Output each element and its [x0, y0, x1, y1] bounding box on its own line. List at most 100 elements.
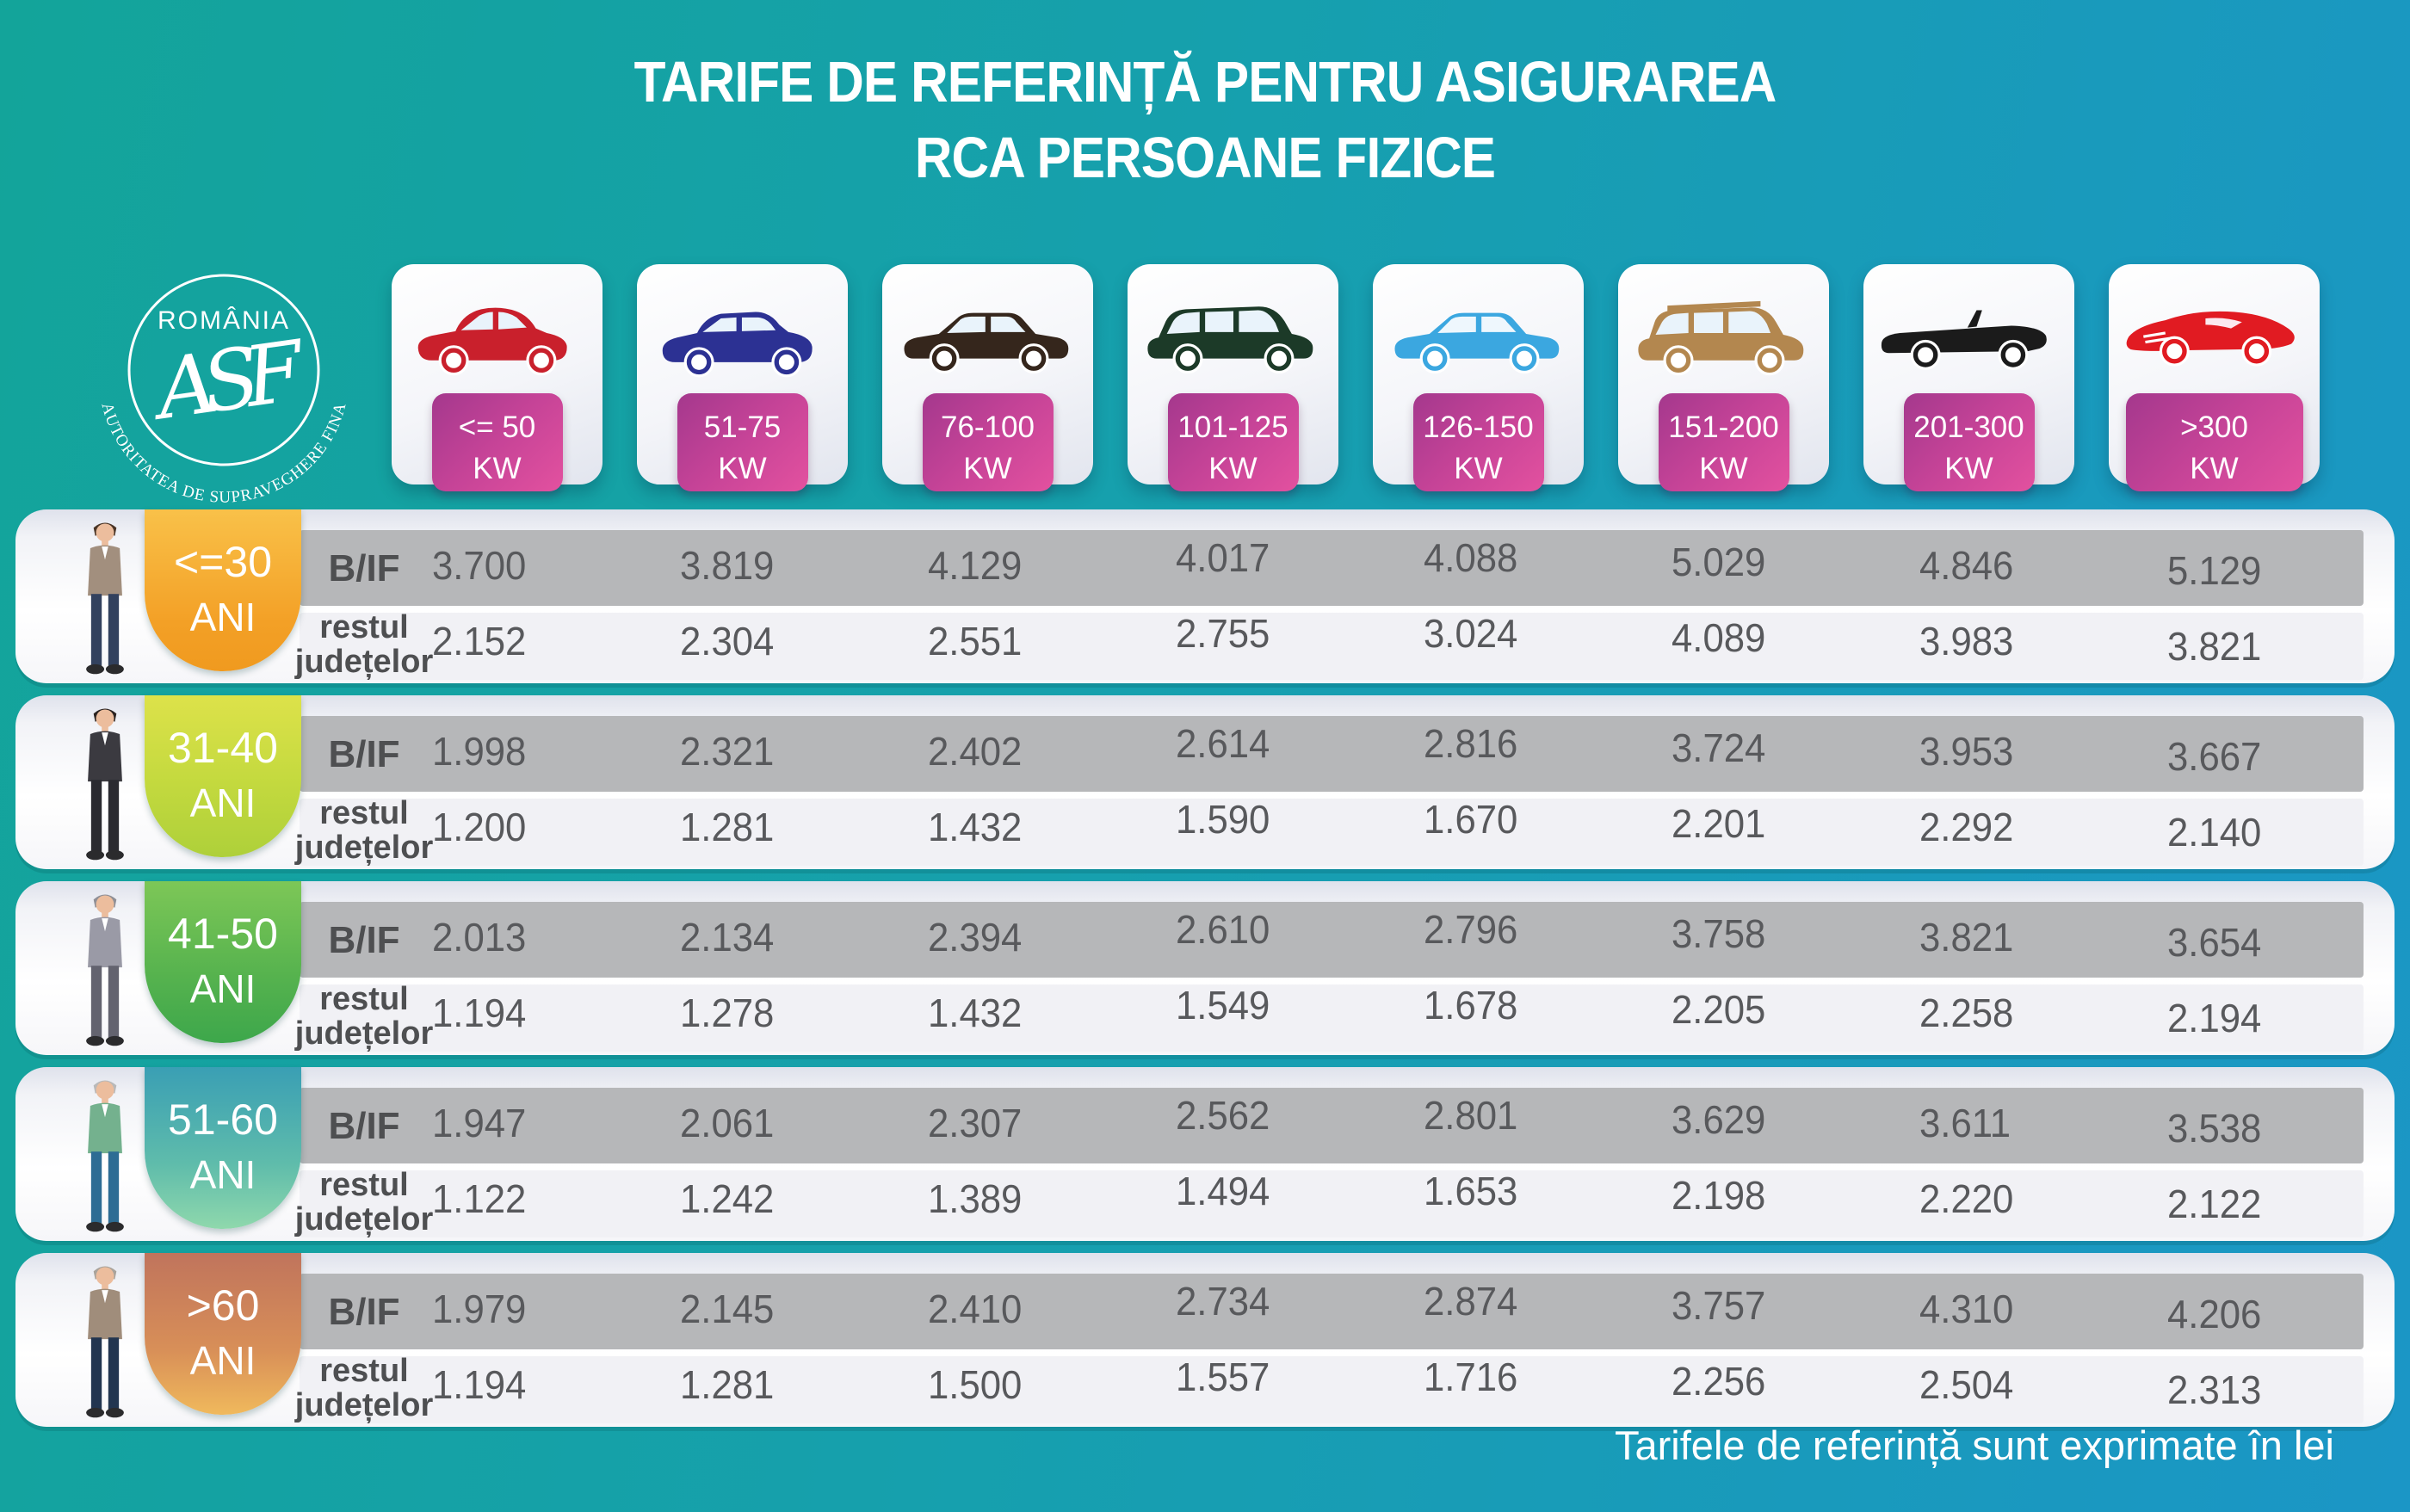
tariff-value: 2.220 [1919, 1176, 2014, 1221]
crossover-car-icon [662, 312, 813, 378]
kw-range: <= 50 [458, 410, 536, 444]
kw-unit: KW [473, 452, 522, 486]
tariff-value: 1.194 [432, 1362, 527, 1407]
bif-label: B/IF [328, 547, 400, 589]
power-category-card: >300 KW [2109, 264, 2320, 491]
tariff-value: 3.953 [1919, 729, 2014, 774]
kw-range: >300 [2180, 410, 2248, 444]
tariff-value: 2.394 [928, 915, 1023, 960]
bif-band [300, 530, 2364, 606]
kw-range-badge: 76-100 KW [922, 393, 1054, 491]
kw-range-badge: 101-125 KW [1167, 393, 1299, 491]
kw-unit: KW [718, 452, 767, 486]
logo-country: ROMÂNIA [158, 306, 290, 335]
kw-unit: KW [1699, 452, 1748, 486]
page-title-line1: TARIFE DE REFERINȚĂ PENTRU ASIGURAREA [633, 50, 1777, 114]
tariff-value: 1.590 [1176, 797, 1270, 842]
tariff-value: 2.410 [928, 1287, 1023, 1331]
tariff-value: 4.017 [1176, 535, 1270, 580]
tariff-value: 4.089 [1672, 615, 1766, 660]
tariff-value: 2.816 [1424, 721, 1518, 766]
tariff-value: 3.983 [1919, 619, 2014, 663]
power-category-card: 201-300 KW [1863, 264, 2074, 491]
kw-range: 201-300 [1913, 410, 2024, 444]
tariff-value: 1.998 [432, 729, 527, 774]
bif-band [300, 716, 2364, 792]
tariff-value: 1.122 [432, 1176, 527, 1221]
tariff-value: 2.205 [1672, 987, 1766, 1032]
logo-monogram: ASF [144, 322, 312, 439]
tariff-value: 2.610 [1176, 907, 1270, 952]
tariff-value: 1.242 [680, 1176, 775, 1221]
convertible-car-icon [1881, 310, 2047, 370]
tariff-value: 2.734 [1176, 1279, 1270, 1324]
tariff-value: 2.134 [680, 915, 775, 960]
tariff-value: 1.549 [1176, 983, 1270, 1028]
age-row: 51-60 ANI B/IF restul județelor 1.947 2.… [15, 1067, 2395, 1241]
rest-label: restul județelor [294, 609, 434, 680]
tariff-value: 2.152 [432, 619, 527, 663]
rest-label: restul județelor [294, 981, 434, 1052]
minivan-car-icon [1146, 306, 1313, 374]
page-title: TARIFE DE REFERINȚĂ PENTRU ASIGURAREA RC… [120, 45, 2290, 197]
kw-unit: KW [963, 452, 1012, 486]
sedan-car-icon [1393, 312, 1559, 374]
currency-note: Tarifele de referință sunt exprimate în … [1615, 1423, 2334, 1468]
rest-label: restul județelor [294, 1167, 434, 1237]
kw-unit: KW [1208, 452, 1258, 486]
age-row: >60 ANI B/IF restul județelor 1.979 2.14… [15, 1253, 2395, 1427]
tariff-value: 1.716 [1424, 1355, 1518, 1399]
kw-range: 126-150 [1423, 410, 1534, 444]
bif-label: B/IF [328, 1105, 400, 1147]
age-row: <=30 ANI B/IF restul județelor 3.700 3.8… [15, 509, 2395, 683]
person-illustration [86, 894, 124, 1046]
age-badge: >60 ANI [145, 1253, 301, 1415]
rest-label: restul județelor [294, 1353, 434, 1423]
tariff-value: 1.494 [1176, 1169, 1270, 1213]
age-range: 41-50 [168, 910, 278, 958]
tariff-value: 2.755 [1176, 611, 1270, 656]
bif-label: B/IF [328, 733, 400, 775]
person-illustration [86, 1080, 124, 1232]
kw-range-badge: 201-300 KW [1903, 393, 2035, 491]
asf-logo: ROMÂNIA ASF AUTORITATEA DE SUPRAVEGHERE … [79, 274, 349, 504]
kw-unit: KW [1454, 452, 1503, 486]
age-badge: <=30 ANI [145, 509, 301, 671]
age-row: 31-40 ANI B/IF restul județelor 1.998 2.… [15, 695, 2395, 869]
tariff-value: 4.129 [928, 543, 1023, 588]
tariff-value: 2.801 [1424, 1093, 1518, 1138]
tariff-value: 1.653 [1424, 1169, 1518, 1213]
bif-label: B/IF [328, 919, 400, 961]
bif-band [300, 1274, 2364, 1349]
hatchback-car-icon [417, 307, 567, 376]
tariff-value: 3.821 [1919, 915, 2014, 960]
tariff-value: 2.402 [928, 729, 1023, 774]
tariff-value: 2.551 [928, 619, 1023, 663]
age-unit: ANI [189, 1152, 256, 1197]
rest-band [300, 799, 2364, 866]
tariff-value: 4.088 [1424, 535, 1518, 580]
kw-range: 51-75 [703, 410, 782, 444]
rest-band [300, 613, 2364, 680]
tariff-value: 4.206 [2167, 1292, 2262, 1336]
tariff-value: 1.200 [432, 805, 527, 849]
age-range: 31-40 [168, 724, 278, 772]
power-category-card: 126-150 KW [1373, 264, 1584, 491]
sports-car-icon [2126, 311, 2295, 367]
tariff-value: 3.024 [1424, 611, 1518, 656]
sedan-car-icon [903, 312, 1068, 374]
person-illustration [86, 1266, 124, 1418]
bif-band [300, 1088, 2364, 1163]
tariff-value: 1.432 [928, 991, 1023, 1035]
tariff-value: 1.281 [680, 1362, 775, 1407]
tariff-value: 1.670 [1424, 797, 1518, 842]
age-badge: 41-50 ANI [145, 881, 301, 1043]
age-unit: ANI [189, 781, 256, 825]
tariff-value: 3.629 [1672, 1097, 1766, 1142]
person-illustration [86, 522, 124, 675]
tariff-value: 2.313 [2167, 1367, 2262, 1412]
power-category-card: 101-125 KW [1128, 264, 1338, 491]
kw-range: 76-100 [941, 410, 1035, 444]
tariff-value: 3.821 [2167, 624, 2262, 669]
tariff-value: 2.307 [928, 1101, 1023, 1145]
